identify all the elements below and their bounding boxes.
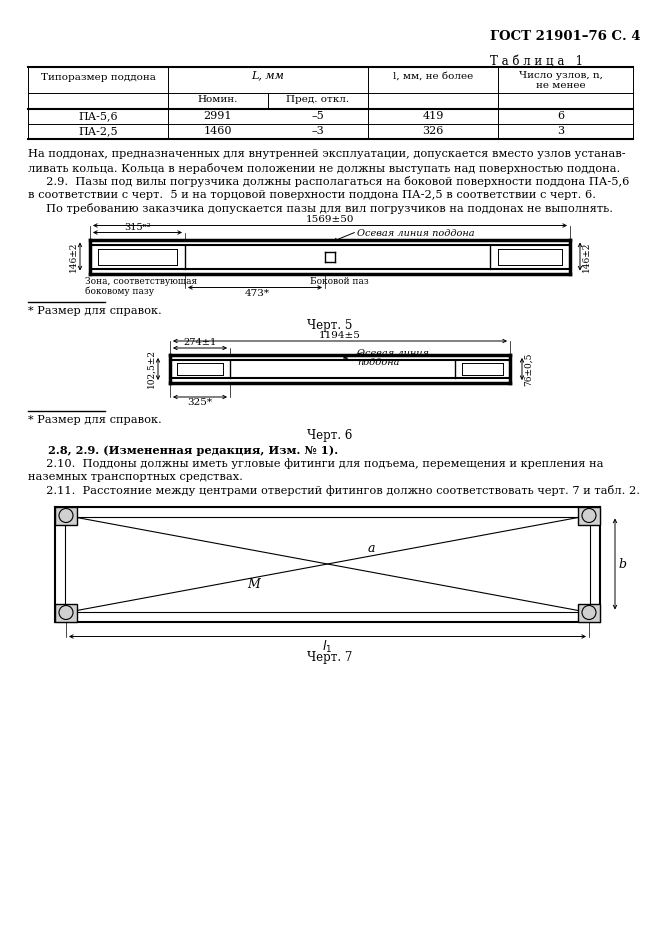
Text: Пред. откл.: Пред. откл.: [286, 95, 350, 104]
Text: 76±0,5: 76±0,5: [524, 352, 533, 386]
Text: a: a: [368, 543, 375, 555]
Text: 1460: 1460: [204, 126, 232, 136]
Text: l, мм, не более: l, мм, не более: [393, 72, 473, 81]
Text: Боковой паз: Боковой паз: [310, 277, 369, 286]
Text: Типоразмер поддона: Типоразмер поддона: [40, 73, 155, 82]
Text: 146±2: 146±2: [69, 241, 78, 271]
Text: Черт. 7: Черт. 7: [307, 651, 353, 665]
Text: 1194±5: 1194±5: [319, 331, 361, 340]
Text: Число узлов, n,
не менее: Число узлов, n, не менее: [519, 71, 602, 91]
Text: 2.9.  Пазы под вилы погрузчика должны располагаться на боковой поверхности поддо: 2.9. Пазы под вилы погрузчика должны рас…: [28, 176, 629, 187]
Text: 2.8, 2.9. (Измененная редакция, Изм. № 1).: 2.8, 2.9. (Измененная редакция, Изм. № 1…: [28, 445, 338, 456]
Text: b: b: [618, 558, 626, 571]
Text: 2991: 2991: [204, 111, 232, 121]
Text: –5: –5: [311, 111, 325, 121]
Text: 473*: 473*: [245, 288, 270, 298]
Text: 102,5±2: 102,5±2: [147, 349, 156, 388]
Text: наземных транспортных средствах.: наземных транспортных средствах.: [28, 472, 243, 481]
Bar: [578, 506, 600, 524]
Text: На поддонах, предназначенных для внутренней эксплуатации, допускается вместо узл: На поддонах, предназначенных для внутрен…: [28, 149, 625, 159]
Text: ливать кольца. Кольца в нерабочем положении не должны выступать над поверхностью: ливать кольца. Кольца в нерабочем положе…: [28, 163, 620, 173]
Text: 315ⁿ²: 315ⁿ²: [124, 223, 151, 231]
Text: 325*: 325*: [188, 398, 212, 407]
Text: ГОСТ 21901–76 С. 4: ГОСТ 21901–76 С. 4: [490, 30, 641, 43]
Text: ПА-5,6: ПА-5,6: [78, 111, 118, 121]
Text: Осевая линия поддона: Осевая линия поддона: [357, 229, 475, 239]
Text: $l_1$: $l_1$: [323, 638, 332, 654]
Text: 274±1: 274±1: [183, 338, 217, 347]
Text: Черт. 6: Черт. 6: [307, 429, 353, 442]
Text: * Размер для справок.: * Размер для справок.: [28, 415, 162, 425]
Text: 1569±50: 1569±50: [306, 215, 354, 225]
Text: 6: 6: [557, 111, 564, 121]
Text: 146±2: 146±2: [582, 241, 591, 271]
Text: * Размер для справок.: * Размер для справок.: [28, 305, 162, 315]
Text: 419: 419: [422, 111, 444, 121]
Text: в соответствии с черт.  5 и на торцовой поверхности поддона ПА-2,5 в соответстви: в соответствии с черт. 5 и на торцовой п…: [28, 189, 596, 199]
Text: 2.10.  Поддоны должны иметь угловые фитинги для подъема, перемещения и крепления: 2.10. Поддоны должны иметь угловые фитин…: [28, 458, 603, 469]
Text: поддона: поддона: [357, 358, 399, 367]
Bar: [55, 604, 77, 622]
Text: 326: 326: [422, 126, 444, 136]
Text: Осевая линия: Осевая линия: [357, 349, 429, 358]
Text: Т а б л и ц а   1: Т а б л и ц а 1: [490, 55, 583, 68]
Text: M: M: [247, 578, 260, 591]
Bar: [55, 506, 77, 524]
Text: Номин.: Номин.: [198, 95, 238, 104]
Text: боковому пазу: боковому пазу: [85, 286, 154, 296]
Text: Зона, соответствующая: Зона, соответствующая: [85, 277, 197, 286]
Text: Черт. 5: Черт. 5: [307, 319, 353, 332]
Text: L, мм: L, мм: [252, 70, 284, 80]
Text: –3: –3: [311, 126, 325, 136]
Text: ПА-2,5: ПА-2,5: [78, 126, 118, 136]
Bar: [578, 604, 600, 622]
Text: 3: 3: [557, 126, 564, 136]
Text: 2.11.  Расстояние между центрами отверстий фитингов должно соответствовать черт.: 2.11. Расстояние между центрами отверсти…: [28, 485, 640, 496]
Text: По требованию заказчика допускается пазы для вил погрузчиков на поддонах не выпо: По требованию заказчика допускается пазы…: [28, 203, 613, 214]
